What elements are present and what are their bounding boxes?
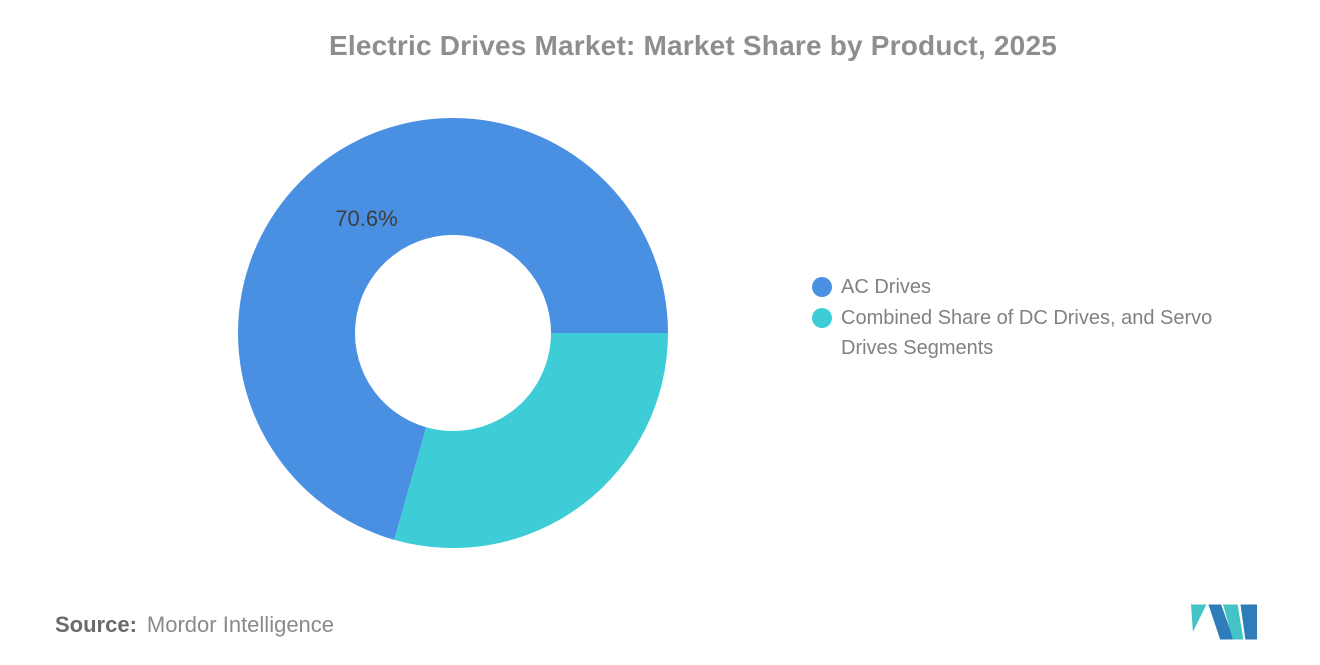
legend-item-ac-drives[interactable]: AC Drives	[812, 272, 1251, 302]
source-note: Source: Mordor Intelligence	[55, 612, 334, 638]
logo-shape-blue-bar	[1240, 604, 1258, 640]
donut-chart: 70.6%	[238, 118, 668, 548]
source-label: Source:	[55, 612, 137, 637]
legend-item-dc-servo-drives[interactable]: Combined Share of DC Drives, and Servo D…	[812, 303, 1251, 363]
donut-segment-ac-drives[interactable]	[238, 118, 668, 540]
legend-marker-dc-servo-drives	[812, 308, 832, 328]
donut-segment-dc-servo-drives[interactable]	[394, 333, 668, 548]
legend-label-dc-servo-drives: Combined Share of DC Drives, and Servo D…	[841, 307, 1213, 359]
legend-marker-ac-drives	[812, 277, 832, 297]
data-label-ac-drives: 70.6%	[335, 206, 397, 231]
logo-shape-blue-band	[1208, 604, 1234, 640]
mordor-intelligence-logo	[1190, 604, 1258, 640]
legend: AC Drives Combined Share of DC Drives, a…	[812, 272, 1251, 364]
logo-shape-teal-band	[1223, 604, 1244, 640]
logo-shape-teal-triangle	[1190, 604, 1207, 632]
legend-label-ac-drives: AC Drives	[841, 276, 932, 298]
chart-title: Electric Drives Market: Market Share by …	[328, 30, 1058, 61]
source-value: Mordor Intelligence	[146, 612, 335, 637]
